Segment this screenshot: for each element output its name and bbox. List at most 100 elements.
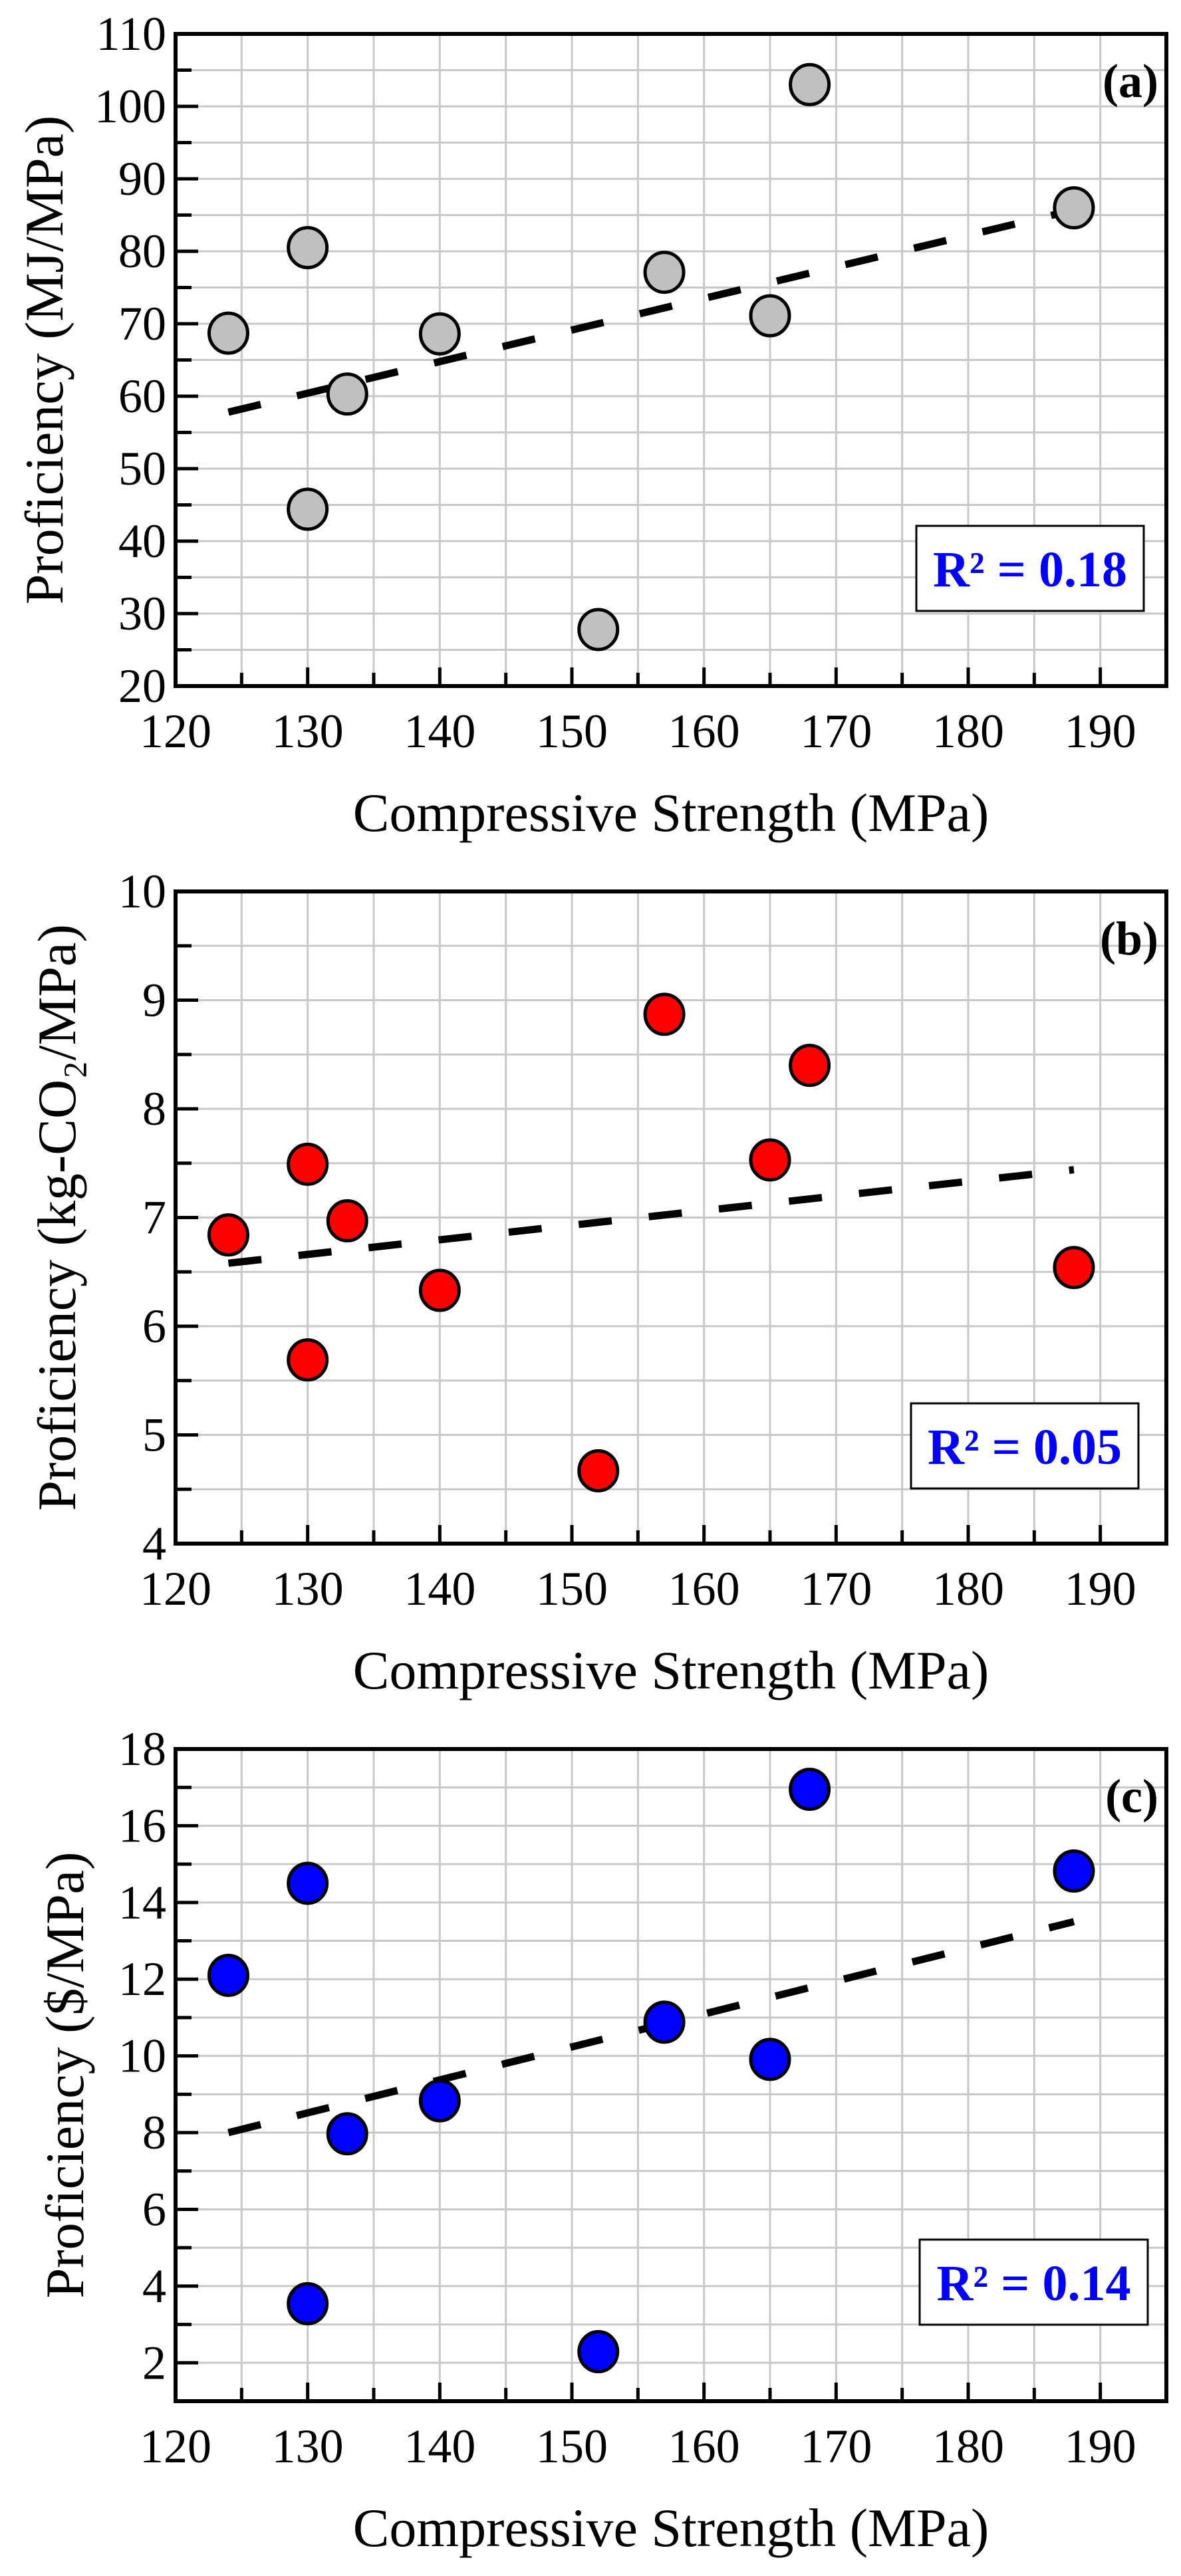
y-tick-label: 110	[96, 7, 166, 60]
y-tick-label: 70	[118, 297, 166, 350]
y-tick-label: 80	[118, 225, 166, 278]
x-axis-label: Compressive Strength (MPa)	[353, 2498, 989, 2558]
y-tick-label: 2	[142, 2336, 166, 2389]
data-point	[749, 1138, 791, 1182]
x-tick-label: 160	[668, 705, 740, 758]
x-tick-label: 120	[140, 1562, 211, 1615]
data-point	[326, 2112, 368, 2156]
r-squared-box	[918, 2238, 1149, 2326]
data-point	[418, 312, 461, 356]
y-tick-label: 40	[118, 515, 166, 568]
data-point	[418, 1268, 461, 1312]
y-tick-label: 14	[118, 1876, 166, 1929]
data-point	[577, 2330, 620, 2374]
r-squared-annotation: R² = 0.05	[928, 1419, 1122, 1475]
y-axis-label: Proficiency (kg-CO₂/MPa)	[27, 924, 87, 1511]
data-point	[749, 294, 791, 338]
data-point	[577, 608, 620, 651]
y-tick-label: 90	[118, 152, 166, 205]
data-point	[287, 1338, 329, 1382]
data-point	[643, 251, 686, 294]
data-point	[1053, 1246, 1095, 1290]
data-point	[207, 1213, 249, 1257]
panel-label: (a)	[1103, 55, 1158, 108]
x-tick-label: 170	[800, 2420, 872, 2473]
y-tick-label: 16	[118, 1799, 166, 1852]
plot-frame	[174, 1747, 1168, 2403]
x-tick-label: 140	[404, 2420, 475, 2473]
data-point	[287, 226, 329, 270]
y-tick-label: 4	[142, 2260, 166, 2313]
x-tick-label: 130	[272, 1562, 344, 1615]
data-point	[418, 2079, 461, 2123]
y-tick-label: 12	[118, 1952, 166, 2006]
y-tick-label: 5	[142, 1409, 166, 1462]
data-point	[287, 1861, 329, 1905]
data-point	[749, 2038, 791, 2081]
panel-c: 120 130 140 150 160 170 180 190 2 4 6 8 10 12 14 16 18 (c…	[35, 1722, 1168, 2558]
panel-label: (b)	[1100, 912, 1158, 965]
y-tick-label: 50	[118, 442, 166, 495]
y-tick-label: 60	[118, 370, 166, 423]
r-squared-box	[910, 1402, 1140, 1490]
y-tick-label: 30	[118, 587, 166, 640]
y-tick-label: 4	[142, 1517, 166, 1570]
plot-frame	[174, 32, 1168, 688]
x-axis-label: Compressive Strength (MPa)	[353, 782, 989, 843]
x-tick-label: 180	[932, 705, 1004, 758]
data-point	[287, 1142, 329, 1186]
trendline	[227, 1166, 1075, 1267]
y-axis-label: Proficiency ($/MPa)	[35, 1852, 95, 2299]
y-tick-label: 8	[142, 2106, 166, 2159]
data-point	[1053, 1849, 1095, 1893]
y-tick-label: 10	[118, 865, 166, 918]
data-point	[789, 1044, 831, 1088]
x-tick-label: 150	[536, 2420, 608, 2473]
x-tick-label: 190	[1065, 705, 1136, 758]
y-tick-label: 6	[142, 2182, 166, 2236]
x-tick-label: 180	[932, 1562, 1004, 1615]
y-tick-label: 6	[142, 1300, 166, 1353]
panel-label: (c)	[1105, 1770, 1158, 1823]
data-point	[577, 1449, 620, 1492]
x-tick-label: 180	[932, 2420, 1004, 2473]
y-tick-label: 7	[142, 1191, 166, 1244]
x-tick-label: 130	[272, 2420, 344, 2473]
x-tick-label: 170	[800, 1562, 872, 1615]
data-point	[207, 1953, 249, 1997]
data-point	[287, 2282, 329, 2325]
data-point	[643, 993, 686, 1036]
x-tick-label: 190	[1065, 2420, 1136, 2473]
plot-frame	[174, 889, 1168, 1546]
x-tick-label: 170	[800, 705, 872, 758]
data-point	[643, 2000, 686, 2044]
panel-b: 120 130 140 150 160 170 180 190 4 5 6 7 8 9 10 (b) R² = …	[27, 865, 1168, 1700]
r-squared-annotation: R² = 0.14	[937, 2256, 1131, 2311]
data-point	[287, 487, 329, 531]
data-point	[207, 311, 249, 355]
y-tick-label: 8	[142, 1082, 166, 1135]
x-tick-label: 150	[536, 1562, 608, 1615]
y-tick-label: 100	[94, 80, 166, 133]
data-point	[326, 372, 368, 416]
x-tick-label: 160	[668, 2420, 740, 2473]
x-tick-label: 120	[140, 705, 211, 758]
y-tick-label: 9	[142, 974, 166, 1027]
trendline	[227, 206, 1075, 416]
data-point	[789, 62, 831, 106]
x-tick-label: 160	[668, 1562, 740, 1615]
y-tick-label: 10	[118, 2030, 166, 2083]
y-tick-label: 18	[118, 1722, 166, 1776]
data-point	[1053, 186, 1095, 230]
x-tick-label: 150	[536, 705, 608, 758]
x-tick-label: 130	[272, 705, 344, 758]
x-axis-label: Compressive Strength (MPa)	[353, 1640, 989, 1700]
data-point	[326, 1199, 368, 1242]
r-squared-box	[915, 525, 1145, 612]
data-point	[789, 1768, 831, 1812]
r-squared-annotation: R² = 0.18	[933, 542, 1127, 598]
x-tick-label: 140	[404, 705, 475, 758]
x-tick-label: 120	[140, 2420, 211, 2473]
y-axis-label: Proficiency (MJ/MPa)	[14, 116, 74, 605]
